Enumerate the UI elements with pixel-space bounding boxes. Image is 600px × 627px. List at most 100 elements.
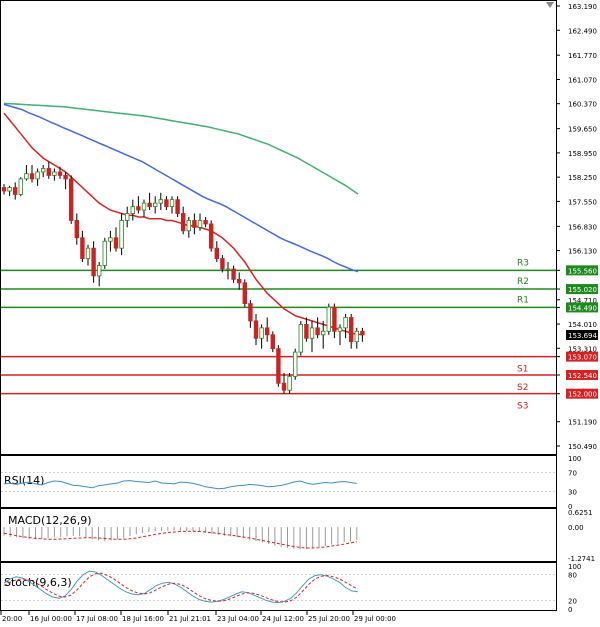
time-tick-label: 29 Jul 00:00 [354,615,396,623]
stoch-title: Stoch(9,6,3) [4,576,72,589]
level-label-r1: R1 [517,295,529,305]
candle-up [197,220,203,228]
candle-up [186,220,191,232]
candle-up [320,330,326,336]
price-tick-label: 160.370 [568,101,597,109]
macd-title: MACD(12,26,9) [8,514,92,527]
level-label-r3: R3 [517,258,529,268]
price-tick-label: 159.650 [568,126,597,134]
time-tick-label: 23 Jul 04:00 [217,615,259,623]
macd-signal-line [3,530,357,549]
price-tick-label: 163.190 [568,3,597,11]
candle-down [315,327,320,336]
candle-up [7,187,12,192]
candle-down [208,223,214,249]
time-tick-label: 21 Jul 21:01 [169,615,211,623]
level-price-tag-s3 [566,388,598,399]
rsi-tick-label: 30 [568,489,577,497]
candle-down [192,220,197,228]
stoch-tick-label: 80 [568,572,577,580]
macd-tick-label: 0.6251 [568,509,593,517]
corner-arrow-icon [546,2,554,8]
candle-down [276,348,281,384]
candle-down [69,178,74,221]
time-tick-label: 18 Jul 16:00 [122,615,164,623]
candle-up [337,327,343,332]
level-label-s2: S2 [517,383,528,393]
price-tick-label: 158.250 [568,174,597,182]
level-price-text-s3: 152.000 [568,391,597,399]
stoch-tick-label: 0 [568,606,572,614]
price-tick-label: 151.190 [568,419,597,427]
candle-down [332,306,337,332]
level-price-text-s2: 152.540 [568,372,597,380]
candle-up [292,351,298,377]
candle-down [236,278,242,284]
candle-up [24,173,29,180]
candle-up [326,306,331,332]
candle-down [253,320,259,339]
ma-green-line [3,102,359,195]
candle-up [18,178,23,195]
level-price-tag-r2 [566,284,598,295]
level-label-s1: S1 [517,365,528,375]
candle-down [360,330,365,336]
candle-down [281,382,287,391]
candle-down [203,220,208,225]
price-tick-label: 161.070 [568,76,597,84]
candle-down [164,199,169,207]
rsi-tick-label: 0 [568,503,572,511]
stoch-signal-line [3,572,359,603]
stoch-main-line [3,570,358,604]
stoch-tick-label: 100 [568,563,581,571]
level-price-tag-s1 [566,351,598,362]
candle-down [46,168,51,176]
candle-down [1,187,7,192]
candle-down [242,282,247,305]
price-tick-label: 153.310 [568,345,597,353]
candle-up [259,327,264,339]
level-price-text-r2: 155.020 [568,286,597,294]
rsi-tick-label: 70 [568,469,577,477]
candle-up [108,237,113,242]
macd-tick-label: 0.00 [568,524,584,532]
candle-up [130,206,135,214]
candle-up [141,202,147,211]
price-tick-label: 158.950 [568,150,597,158]
candle-down [12,187,18,195]
rsi-panel-frame [0,455,557,508]
candle-up [225,268,231,271]
candle-down [348,317,354,343]
macd-tick-label: -1.2741 [568,555,595,563]
current-price-tag [566,329,598,340]
candle-down [136,206,141,211]
price-tick-label: 162.490 [568,27,597,35]
candle-up [52,171,57,176]
stoch-tick-label: 20 [568,597,577,605]
candle-down [264,327,270,336]
candle-up [298,323,303,353]
level-price-tag-s2 [566,369,598,380]
candle-down [74,220,79,239]
candle-down [91,247,96,277]
candle-up [102,240,107,266]
candle-down [29,173,35,180]
rsi-line [3,480,357,490]
candle-down [248,303,253,322]
candle-down [270,334,275,350]
candle-down [57,171,63,176]
candle-down [113,237,119,249]
candle-up [343,317,348,329]
level-price-tag-r1 [566,302,598,313]
time-tick-label: 20:00 [2,615,22,623]
candle-up [85,247,91,259]
candle-down [304,323,309,339]
candle-down [220,258,225,270]
time-tick-label: 16 Jul 00:00 [30,615,72,623]
level-price-text-r1: 154.490 [568,304,597,312]
price-tick-label: 161.770 [568,52,597,60]
candle-down [175,199,180,214]
time-tick-label: 17 Jul 08:00 [76,615,118,623]
